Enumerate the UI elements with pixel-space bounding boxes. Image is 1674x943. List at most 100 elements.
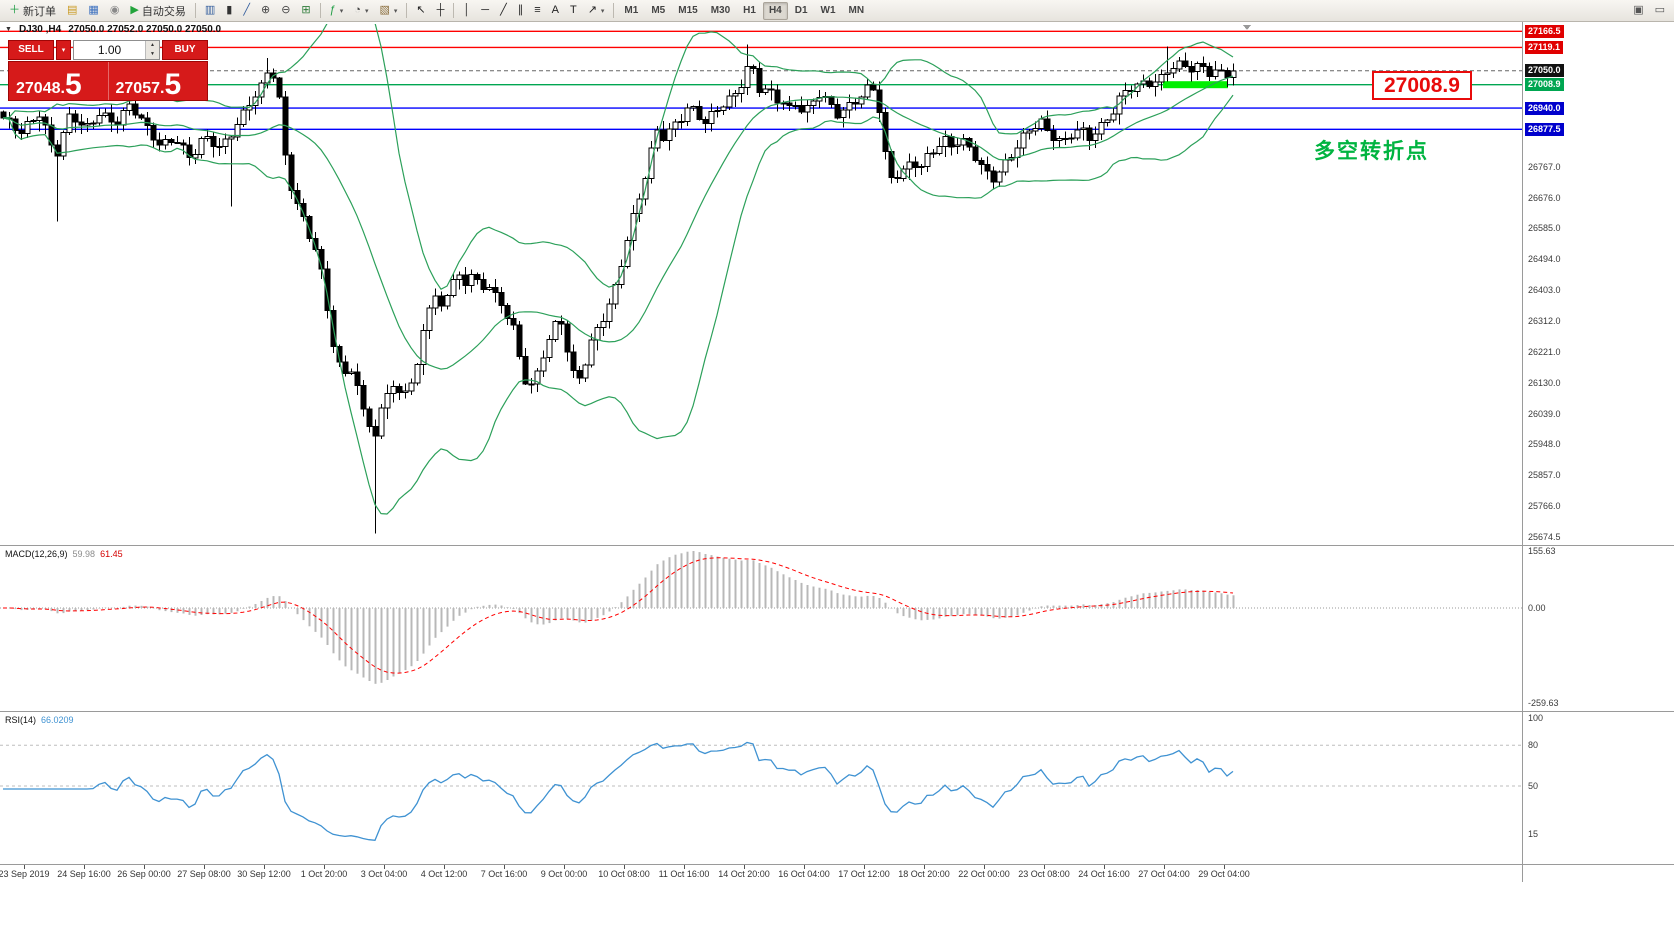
price-level-label: 27166.5 xyxy=(1525,24,1564,38)
docking-button[interactable]: ▭ xyxy=(1650,2,1670,20)
tile-windows-button[interactable]: ⊞ xyxy=(296,2,315,20)
arrows-button[interactable]: ↗ ▾ xyxy=(583,2,610,20)
collapse-arrow-icon[interactable]: ▼ xyxy=(5,26,12,33)
one-click-top-row: SELL ▾ ▲ ▼ BUY xyxy=(8,40,208,60)
autotrading-icon: ▶ xyxy=(130,4,139,16)
time-tick-label: 18 Oct 20:00 xyxy=(898,869,950,879)
new-chart-window-button[interactable]: ▣ xyxy=(1628,2,1648,20)
toolbar-separator xyxy=(319,3,321,18)
channel-button[interactable]: ∥ xyxy=(513,2,529,20)
price-axis[interactable]: 26767.0 26676.0 26585.0 26494.0 26403.0 26312… xyxy=(1524,22,1672,882)
zoom-in-button[interactable]: ⊕ xyxy=(256,2,275,20)
new-order-button[interactable]: ＋新订单 xyxy=(4,2,61,20)
rsi-tick: 50 xyxy=(1528,781,1539,791)
pane-separators[interactable] xyxy=(0,22,1674,882)
price-tick: 25948.0 xyxy=(1528,439,1561,450)
ohlc-values: 27050.0 27052.0 27050.0 27050.0 xyxy=(68,24,222,35)
time-tick-label: 11 Oct 16:00 xyxy=(658,869,710,879)
time-tick-label: 17 Oct 12:00 xyxy=(838,869,890,879)
turning-point-note[interactable]: 多空转折点 xyxy=(1314,140,1429,163)
zoom-out-button[interactable]: ⊖ xyxy=(276,2,295,20)
fibonacci-button[interactable]: ≡ xyxy=(529,2,545,20)
time-tick-label: 7 Oct 16:00 xyxy=(480,869,528,879)
arrows-icon: ↗ xyxy=(587,4,597,16)
fibonacci-icon: ≡ xyxy=(534,4,541,16)
new-chart-window-icon: ▣ xyxy=(1633,4,1644,16)
market-watch-icon: ▦ xyxy=(88,4,99,16)
buy-button[interactable]: BUY xyxy=(162,40,208,60)
toolbar: ＋新订单 ▤ ▦ ◉ ▶ 自动交易 ▥ ▮ ╱ ⊕ ⊖ ⊞ ƒ ▾ ◔ ▾ ▧ ▾ ↖ ┼ │ ─ ╱ ∥ ≡ A T ↗ ▾ M1 M5 M… xyxy=(0,0,1674,22)
time-tick-label: 23 Oct 08:00 xyxy=(1018,869,1070,879)
chart-canvas[interactable] xyxy=(0,22,1674,882)
signals-button[interactable]: ◉ xyxy=(105,2,125,20)
timeframe-m30-button[interactable]: M30 xyxy=(705,2,736,20)
timeframe-mn-button[interactable]: MN xyxy=(843,2,871,20)
rsi-tick: 100 xyxy=(1528,713,1544,723)
one-click-trading-panel: SELL ▾ ▲ ▼ BUY 27048.5 27057.5 xyxy=(8,40,208,101)
text-button[interactable]: A xyxy=(547,2,564,20)
cursor-button[interactable]: ↖ xyxy=(411,2,430,20)
bar-chart-button[interactable]: ▥ xyxy=(200,2,220,20)
horizontal-line-button[interactable]: ─ xyxy=(476,2,494,20)
timeframe-h4-button[interactable]: H4 xyxy=(762,1,788,20)
line-chart-icon: ╱ xyxy=(243,4,250,16)
trendline-icon: ╱ xyxy=(500,4,507,16)
buy-price[interactable]: 27057. 5 xyxy=(115,68,182,101)
line-chart-button[interactable]: ╱ xyxy=(238,2,255,20)
volume-box: ▲ ▼ xyxy=(73,40,160,60)
timeframe-m1-button[interactable]: M1 xyxy=(618,2,644,20)
docking-icon: ▭ xyxy=(1654,4,1665,16)
macd-tick: 155.63 xyxy=(1528,545,1556,556)
timeframe-d1-button[interactable]: D1 xyxy=(789,2,814,20)
vertical-line-button[interactable]: │ xyxy=(458,2,475,20)
time-tick-label: 10 Oct 08:00 xyxy=(598,869,650,879)
crosshair-icon: ┼ xyxy=(436,4,445,16)
periods-button[interactable]: ◔ ▾ xyxy=(349,2,373,20)
chevron-down-icon: ▾ xyxy=(600,7,605,15)
rsi-value: 66.0209 xyxy=(41,715,74,725)
time-axis[interactable]: 23 Sep 2019 24 Sep 16:00 26 Sep 00:00 27 Se… xyxy=(0,865,1522,882)
sell-button[interactable]: SELL xyxy=(8,40,54,60)
timeframe-w1-button[interactable]: W1 xyxy=(815,2,842,20)
chevron-down-icon: ▾ xyxy=(339,7,344,15)
time-tick-label: 26 Sep 00:00 xyxy=(117,869,171,879)
market-watch-button[interactable]: ▦ xyxy=(83,2,103,20)
indicators-icon: ƒ xyxy=(329,4,336,16)
price-level-label: 27119.1 xyxy=(1525,40,1564,54)
volume-up-button[interactable]: ▲ xyxy=(146,41,159,50)
autotrading-button-label: 自动交易 xyxy=(141,5,186,18)
symbol-period-label: DJ30 ,H4 xyxy=(18,24,62,35)
price-tick: 26676.0 xyxy=(1528,192,1561,203)
rsi-tick: 80 xyxy=(1528,740,1539,751)
green-highlight-segment[interactable] xyxy=(1163,81,1228,89)
price-callout[interactable]: 27008.9 xyxy=(1372,71,1472,100)
metaeditor-button[interactable]: ▤ xyxy=(62,2,82,20)
macd-layer xyxy=(0,551,1522,684)
metaeditor-icon: ▤ xyxy=(67,4,78,16)
indicators-button[interactable]: ƒ ▾ xyxy=(325,2,349,20)
templates-button[interactable]: ▧ ▾ xyxy=(374,2,402,20)
volume-input[interactable] xyxy=(74,41,145,59)
templates-icon: ▧ xyxy=(379,4,390,16)
volume-down-button[interactable]: ▼ xyxy=(146,50,159,59)
price-tick: 25674.5 xyxy=(1528,532,1561,543)
timeframe-h1-button[interactable]: H1 xyxy=(737,2,762,20)
timeframe-m15-button[interactable]: M15 xyxy=(672,2,703,20)
timeframe-m5-button[interactable]: M5 xyxy=(645,2,671,20)
time-tick-label: 24 Sep 16:00 xyxy=(57,869,111,879)
candles-layer xyxy=(0,44,1237,534)
chart-shift-marker[interactable] xyxy=(1243,25,1251,30)
volume-presets-dropdown[interactable]: ▾ xyxy=(56,40,71,60)
trendline-button[interactable]: ╱ xyxy=(495,2,512,20)
text-icon: A xyxy=(551,4,559,16)
toolbar-separator xyxy=(406,3,408,18)
price-tick: 25766.0 xyxy=(1528,501,1561,512)
new-order-icon: ＋ xyxy=(9,4,20,16)
sell-price[interactable]: 27048. 5 xyxy=(9,62,109,100)
autotrading-button[interactable]: ▶ 自动交易 xyxy=(125,2,190,20)
candlestick-chart-button[interactable]: ▮ xyxy=(221,2,237,20)
crosshair-button[interactable]: ┼ xyxy=(432,2,450,20)
label-button[interactable]: T xyxy=(565,2,582,20)
tile-windows-icon: ⊞ xyxy=(301,4,311,16)
